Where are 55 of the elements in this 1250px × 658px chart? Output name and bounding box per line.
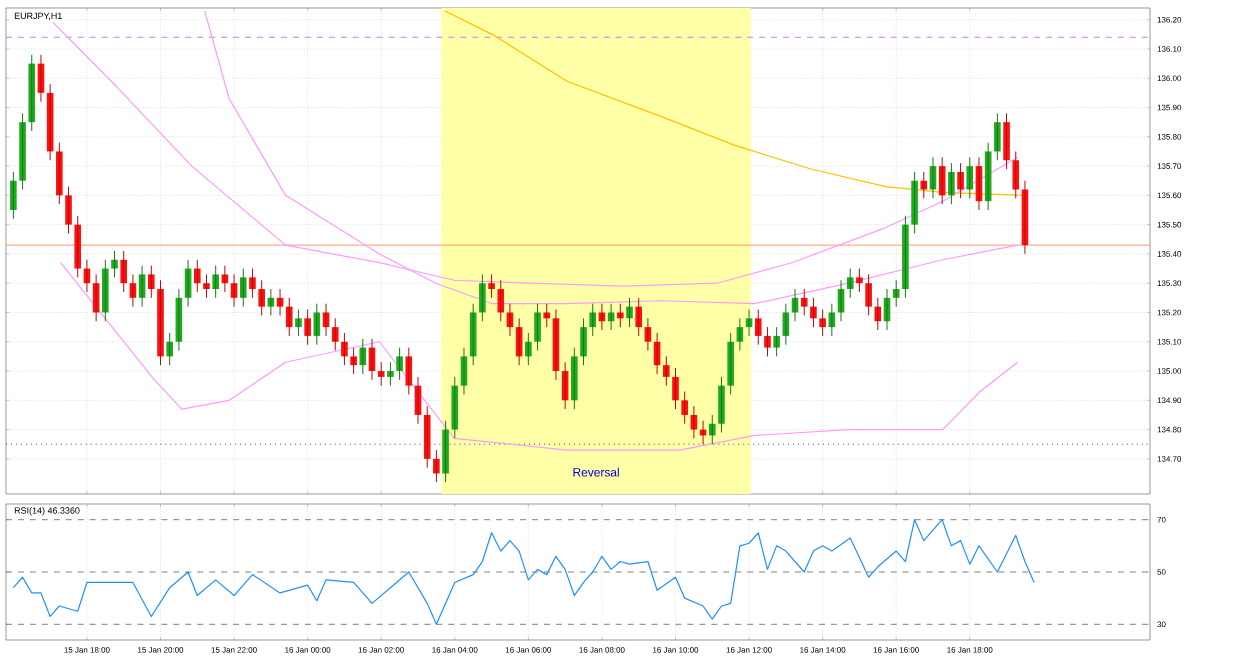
candlestick — [892, 279, 900, 308]
candlestick — [423, 405, 431, 469]
candlestick — [451, 376, 459, 439]
candlestick — [754, 309, 762, 346]
candlestick — [377, 361, 385, 387]
candlestick — [580, 317, 587, 366]
candlestick — [589, 303, 597, 337]
candlestick — [147, 265, 155, 299]
candlestick — [387, 361, 394, 387]
candlestick — [405, 347, 413, 395]
candlestick — [157, 279, 164, 366]
candlestick — [911, 171, 918, 234]
candlestick — [111, 250, 118, 278]
candlestick — [966, 156, 974, 199]
candlestick — [304, 309, 311, 346]
candlestick — [957, 162, 964, 199]
candlestick — [662, 355, 670, 387]
candlestick — [433, 449, 440, 483]
candlestick — [488, 273, 495, 299]
candlestick — [865, 273, 872, 316]
candlestick — [442, 420, 449, 483]
candlestick — [571, 347, 578, 410]
candlestick — [773, 326, 780, 357]
candlestick — [479, 273, 486, 322]
candlestick — [800, 288, 808, 316]
candlestick — [543, 303, 551, 328]
candlestick — [1012, 150, 1020, 199]
candlestick — [396, 347, 403, 381]
candlestick — [212, 265, 219, 299]
candlestick — [846, 268, 854, 299]
candlestick — [295, 309, 302, 337]
candlestick — [718, 376, 725, 434]
candlestick — [617, 303, 624, 328]
candlestick — [681, 391, 688, 425]
candlestick — [1003, 112, 1010, 170]
candlestick — [74, 215, 82, 278]
candlestick — [258, 279, 265, 316]
candlestick — [350, 347, 357, 375]
candlestick — [65, 186, 72, 234]
candlestick — [28, 54, 36, 132]
candlestick — [994, 112, 1001, 161]
candlestick — [856, 268, 863, 293]
candlestick — [10, 171, 17, 220]
candlestick — [727, 332, 734, 395]
candlestick — [19, 112, 26, 191]
candlestick — [203, 273, 210, 299]
candlestick — [249, 268, 256, 299]
candlestick — [56, 142, 63, 205]
candlestick — [764, 326, 771, 357]
candlestick — [819, 309, 826, 337]
candlestick — [331, 317, 339, 352]
candlestick — [534, 303, 541, 352]
candlestick — [902, 215, 909, 299]
candlestick — [920, 171, 928, 199]
candlestick — [239, 268, 247, 308]
